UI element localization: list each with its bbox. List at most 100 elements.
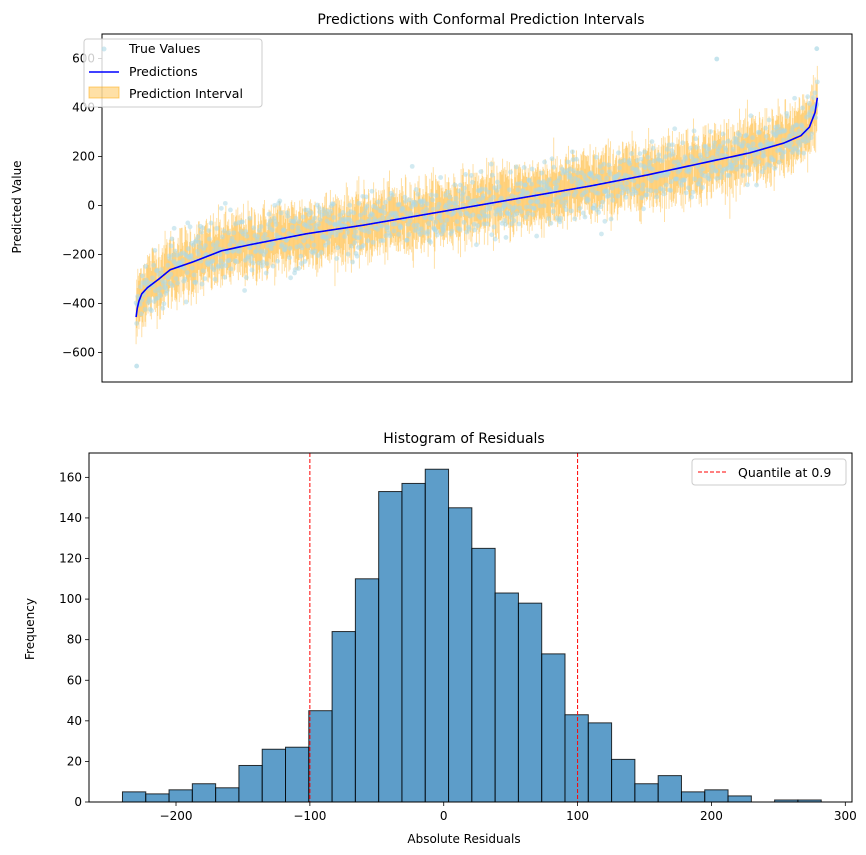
true-value-point <box>429 192 434 198</box>
true-value-point <box>740 173 746 178</box>
y-tick-label: 40 <box>67 714 82 728</box>
true-value-point <box>631 178 637 184</box>
true-value-point <box>717 143 723 149</box>
true-value-point <box>454 200 459 206</box>
true-value-point <box>511 218 517 224</box>
true-value-point <box>200 225 205 231</box>
true-value-point <box>642 149 648 155</box>
true-value-point <box>463 172 469 177</box>
y-tick-label: 20 <box>67 754 82 768</box>
true-value-point <box>417 231 423 237</box>
true-value-point <box>558 215 563 221</box>
true-value-point <box>256 260 262 266</box>
true-value-point <box>491 224 497 230</box>
true-value-point <box>293 215 299 221</box>
true-value-point <box>228 207 233 213</box>
true-value-point <box>154 267 160 273</box>
true-value-point <box>550 202 555 208</box>
true-value-point <box>580 181 586 187</box>
true-value-point <box>158 267 164 273</box>
true-value-point <box>168 243 174 249</box>
true-value-point <box>633 190 639 196</box>
true-value-point <box>414 222 420 228</box>
true-value-point <box>268 246 274 251</box>
true-value-point <box>498 211 504 217</box>
true-value-point <box>763 125 769 131</box>
true-value-point <box>723 147 729 153</box>
true-value-point <box>542 159 548 165</box>
true-value-point <box>316 221 321 227</box>
true-value-point <box>169 236 175 242</box>
y-tick-label: 160 <box>59 470 82 484</box>
true-value-point <box>649 178 654 184</box>
true-value-point <box>725 138 731 144</box>
true-value-point <box>714 56 720 62</box>
true-value-point <box>287 245 293 251</box>
true-value-point <box>302 259 308 264</box>
true-value-point <box>618 181 624 187</box>
true-value-point <box>161 301 167 307</box>
true-value-point <box>147 298 153 304</box>
true-value-point <box>712 140 717 146</box>
true-value-point <box>185 246 191 252</box>
true-value-point <box>645 154 651 160</box>
true-value-point <box>362 210 367 216</box>
true-value-point <box>516 221 522 227</box>
true-value-point <box>138 284 144 290</box>
true-value-point <box>458 182 463 188</box>
true-value-point <box>243 229 249 234</box>
true-value-point <box>460 190 466 195</box>
true-value-point <box>468 173 474 178</box>
true-value-point <box>406 232 412 237</box>
true-value-point <box>605 189 611 194</box>
true-value-point <box>701 173 707 179</box>
true-value-point <box>334 256 340 261</box>
true-value-point <box>340 210 346 215</box>
true-value-point <box>438 218 444 224</box>
true-value-point <box>600 199 605 205</box>
true-value-point <box>741 140 746 145</box>
true-value-point <box>642 165 648 171</box>
true-value-point <box>461 219 467 225</box>
histogram-bar <box>657 775 682 803</box>
true-value-point <box>706 146 712 152</box>
true-value-point <box>465 195 471 201</box>
top-panel: Predictions with Conformal Prediction In… <box>10 12 853 383</box>
true-value-point <box>403 198 408 204</box>
true-value-point <box>616 150 621 156</box>
true-value-point <box>472 227 478 233</box>
true-value-point <box>206 228 212 233</box>
true-value-point <box>718 175 724 180</box>
true-value-point <box>488 161 494 167</box>
true-value-point <box>436 201 442 207</box>
true-value-point <box>788 140 794 146</box>
true-value-point <box>770 140 775 146</box>
true-value-point <box>168 271 174 277</box>
true-value-point <box>183 299 189 305</box>
true-value-point <box>345 229 350 235</box>
true-value-point <box>661 191 667 197</box>
true-value-point <box>193 279 199 285</box>
true-value-point <box>743 132 749 138</box>
true-value-point <box>574 156 579 162</box>
true-value-point <box>753 162 758 167</box>
histogram-bar <box>238 764 263 803</box>
true-value-point <box>222 274 228 280</box>
true-value-point <box>309 236 315 241</box>
true-value-point <box>227 242 233 248</box>
true-value-point <box>485 213 491 219</box>
true-value-point <box>347 202 353 208</box>
y-tick-label: 0 <box>87 199 95 213</box>
true-value-point <box>327 220 333 226</box>
true-value-point <box>494 187 500 193</box>
true-value-point <box>150 275 155 281</box>
true-value-point <box>546 216 551 222</box>
true-value-point <box>713 168 719 174</box>
histogram-bar <box>261 748 287 803</box>
histogram-bar <box>494 592 519 803</box>
true-value-point <box>540 188 546 194</box>
true-value-point <box>792 95 798 101</box>
true-value-point <box>299 245 305 251</box>
true-value-point <box>569 179 575 184</box>
true-value-point <box>706 176 712 182</box>
